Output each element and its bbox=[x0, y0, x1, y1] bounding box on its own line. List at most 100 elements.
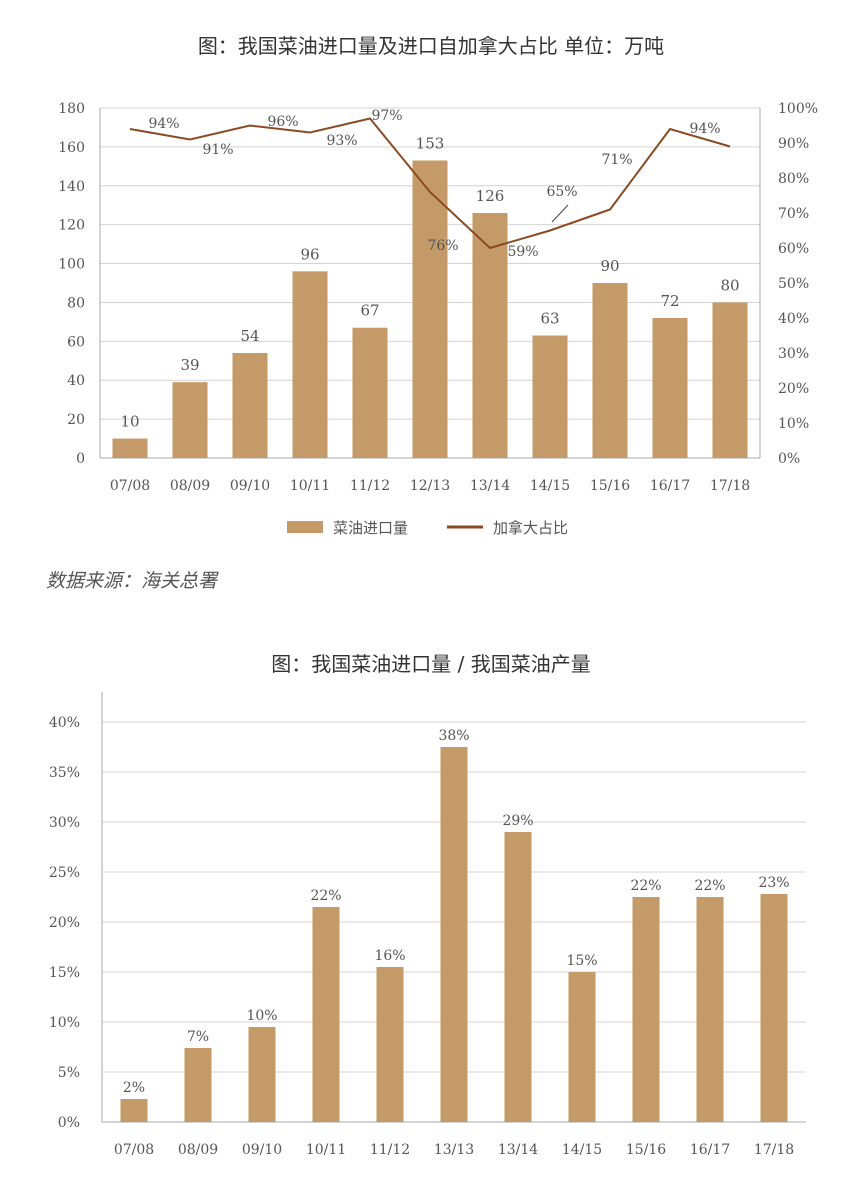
bar-data-label: 39 bbox=[180, 356, 199, 374]
x-tick-label: 11/12 bbox=[350, 478, 390, 494]
line-data-label: 93% bbox=[326, 133, 357, 149]
y-left-tick-label: 160 bbox=[58, 140, 85, 156]
chart1-svg: 0 20 40 60 80 100 120 140 160 180 0% 10% 20% 30% 40% 50… bbox=[58, 101, 818, 537]
chart2-title: 图：我国菜油进口量 / 我国菜油产量 bbox=[271, 652, 591, 676]
bar bbox=[248, 1027, 276, 1122]
y-tick-label: 5% bbox=[58, 1065, 80, 1081]
bar-data-label: 67 bbox=[360, 302, 379, 320]
y-right-tick-label: 20% bbox=[778, 381, 809, 397]
y-right-tick-label: 10% bbox=[778, 416, 809, 432]
x-tick-label: 10/11 bbox=[290, 478, 330, 494]
y-left-tick-label: 20 bbox=[67, 412, 85, 428]
y-tick-label: 15% bbox=[49, 965, 80, 981]
bar-data-label: 15% bbox=[566, 953, 597, 969]
bar-data-label: 90 bbox=[600, 257, 619, 275]
bar-data-label: 10 bbox=[120, 413, 139, 431]
x-tick-label: 16/17 bbox=[650, 478, 690, 494]
bar-data-label: 22% bbox=[310, 888, 341, 904]
line-data-label: 71% bbox=[601, 152, 632, 168]
bar bbox=[568, 972, 596, 1122]
line-data-label: 96% bbox=[267, 114, 298, 130]
y-tick-label: 10% bbox=[49, 1015, 80, 1031]
y-tick-label: 20% bbox=[49, 915, 80, 931]
y-left-tick-label: 100 bbox=[58, 257, 85, 273]
bar bbox=[292, 271, 328, 458]
x-tick-label: 09/10 bbox=[230, 478, 270, 494]
y-tick-label: 40% bbox=[49, 715, 80, 731]
bar bbox=[120, 1099, 148, 1122]
bar bbox=[632, 897, 660, 1122]
x-tick-label: 11/12 bbox=[370, 1142, 410, 1158]
bar bbox=[440, 747, 468, 1122]
x-tick-label: 08/09 bbox=[178, 1142, 218, 1158]
x-tick-label: 08/09 bbox=[170, 478, 210, 494]
line-data-label: 91% bbox=[202, 142, 233, 158]
x-tick-label: 13/13 bbox=[434, 1142, 474, 1158]
bar-data-label: 29% bbox=[502, 813, 533, 829]
y-tick-label: 35% bbox=[49, 765, 80, 781]
bar-data-label: 10% bbox=[246, 1008, 277, 1024]
y-right-tick-label: 90% bbox=[778, 136, 809, 152]
label-leader-line bbox=[551, 204, 569, 223]
y-tick-label: 30% bbox=[49, 815, 80, 831]
bar-data-label: 54 bbox=[240, 327, 259, 345]
x-tick-label: 07/08 bbox=[114, 1142, 154, 1158]
x-tick-label: 17/18 bbox=[754, 1142, 794, 1158]
x-tick-label: 12/13 bbox=[410, 478, 450, 494]
line-data-label: 65% bbox=[546, 184, 577, 200]
x-tick-label: 10/11 bbox=[306, 1142, 346, 1158]
bar-data-label: 22% bbox=[630, 878, 661, 894]
bar-data-label: 7% bbox=[187, 1029, 209, 1045]
x-tick-label: 15/16 bbox=[626, 1142, 666, 1158]
legend-bar-label: 菜油进口量 bbox=[333, 519, 408, 537]
line-data-label: 97% bbox=[371, 108, 402, 124]
bar-data-label: 72 bbox=[660, 292, 679, 310]
y-tick-label: 25% bbox=[49, 865, 80, 881]
x-tick-label: 15/16 bbox=[590, 478, 630, 494]
bar bbox=[652, 318, 688, 458]
bar-data-label: 63 bbox=[540, 310, 559, 328]
y-left-tick-label: 180 bbox=[58, 101, 85, 117]
y-left-tick-label: 140 bbox=[58, 179, 85, 195]
y-left-tick-label: 0 bbox=[76, 451, 85, 467]
legend-bar-swatch bbox=[287, 521, 323, 533]
bar bbox=[232, 353, 268, 458]
x-tick-label: 13/14 bbox=[470, 478, 510, 494]
bar-data-label: 23% bbox=[758, 875, 789, 891]
bar bbox=[592, 283, 628, 458]
bar bbox=[352, 327, 388, 458]
y-left-tick-label: 60 bbox=[67, 334, 85, 350]
bar bbox=[112, 438, 148, 458]
bar-data-label: 2% bbox=[123, 1080, 145, 1096]
bar bbox=[472, 213, 508, 458]
bar-data-label: 16% bbox=[374, 948, 405, 964]
bar bbox=[172, 382, 208, 458]
y-left-tick-label: 80 bbox=[67, 295, 85, 311]
chart1-title: 图：我国菜油进口量及进口自加拿大占比 单位：万吨 bbox=[197, 34, 665, 58]
x-tick-label: 13/14 bbox=[498, 1142, 538, 1158]
y-right-tick-label: 70% bbox=[778, 206, 809, 222]
bar bbox=[712, 302, 748, 458]
y-right-tick-label: 100% bbox=[778, 101, 818, 117]
bar bbox=[312, 907, 340, 1122]
x-tick-label: 09/10 bbox=[242, 1142, 282, 1158]
bar bbox=[184, 1048, 212, 1122]
line-data-label: 94% bbox=[689, 121, 720, 137]
bar bbox=[760, 894, 788, 1122]
bar-data-label: 38% bbox=[438, 728, 469, 744]
bar-data-label: 153 bbox=[416, 135, 445, 153]
line-data-label: 76% bbox=[427, 238, 458, 254]
y-right-tick-label: 0% bbox=[778, 451, 800, 467]
bar bbox=[504, 832, 532, 1122]
bar-data-label: 126 bbox=[476, 187, 505, 205]
bar bbox=[532, 335, 568, 458]
bar bbox=[696, 897, 724, 1122]
bar-data-label: 22% bbox=[694, 878, 725, 894]
x-tick-label: 14/15 bbox=[530, 478, 570, 494]
y-right-tick-label: 40% bbox=[778, 311, 809, 327]
line-data-label: 94% bbox=[148, 116, 179, 132]
x-tick-label: 07/08 bbox=[110, 478, 150, 494]
bar bbox=[376, 967, 404, 1122]
y-right-tick-label: 30% bbox=[778, 346, 809, 362]
legend-line-label: 加拿大占比 bbox=[493, 519, 568, 537]
